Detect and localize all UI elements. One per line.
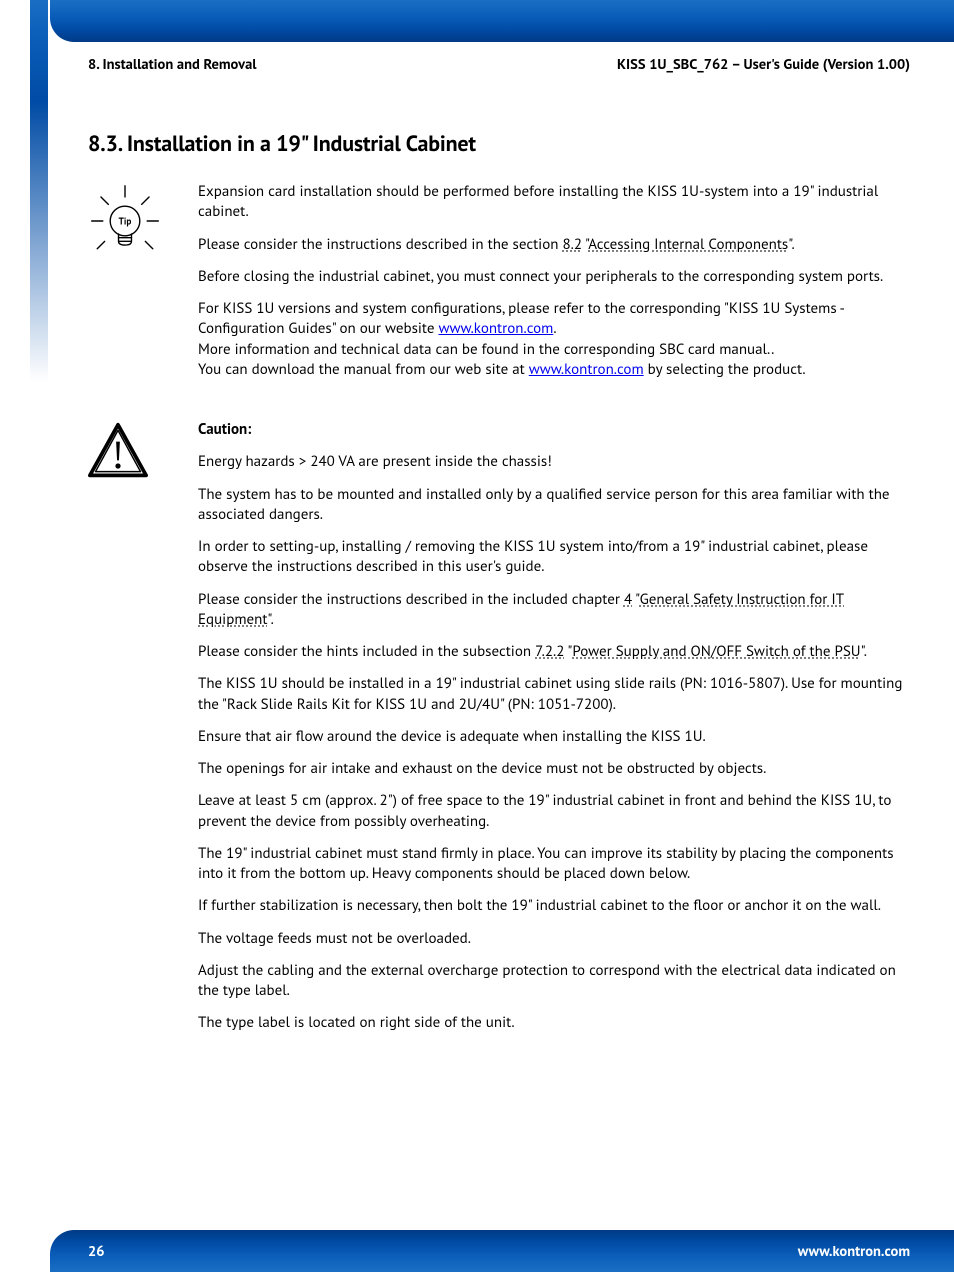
tip-p4c-post: by selecting the product. (644, 360, 806, 379)
bottom-footer-bar: 26 www.kontron.com (50, 1230, 954, 1272)
ref-8-2[interactable]: 8.2 (562, 235, 582, 254)
tip-block: Tip Expansion card installation should b… (88, 182, 910, 392)
caution-text: Caution: Energy hazards > 240 VA are pre… (198, 420, 910, 1046)
section-heading: 8.3. Installation in a 19" Industrial Ca… (88, 130, 910, 158)
tip-p2-pre: Please consider the instructions describ… (198, 235, 562, 254)
caution-p4-post: ". (267, 610, 273, 629)
footer-url: www.kontron.com (798, 1242, 910, 1261)
kontron-link-2[interactable]: www.kontron.com (529, 360, 644, 379)
caution-p14: The type label is located on right side … (198, 1013, 910, 1033)
caution-p4-pre: Please consider the instructions describ… (198, 590, 624, 609)
ref-7-2-2[interactable]: 7.2.2 (535, 642, 564, 661)
caution-p9: Leave at least 5 cm (approx. 2") of free… (198, 791, 910, 832)
caution-p10: The 19" industrial cabinet must stand fi… (198, 844, 910, 885)
tip-p4b: More information and technical data can … (198, 340, 774, 359)
tip-lightbulb-icon: Tip (88, 184, 162, 258)
ref-7-2-2-title[interactable]: Power Supply and ON/OFF Switch of the PS… (572, 642, 860, 661)
caution-p3: In order to setting-up, installing / rem… (198, 537, 910, 578)
caution-p13: Adjust the cabling and the external over… (198, 961, 910, 1002)
caution-p5-post: ". (861, 642, 867, 661)
caution-p7: Ensure that air flow around the device i… (198, 727, 910, 747)
caution-icon-col (88, 420, 174, 1046)
caution-p4: Please consider the instructions describ… (198, 590, 910, 631)
page-number: 26 (88, 1242, 104, 1261)
caution-p2: The system has to be mounted and install… (198, 485, 910, 526)
caution-title: Caution: (198, 420, 910, 440)
caution-p5-pre: Please consider the hints included in th… (198, 642, 535, 661)
tip-p4-post: . (553, 319, 556, 338)
caution-p5: Please consider the hints included in th… (198, 642, 910, 662)
tip-p1: Expansion card installation should be pe… (198, 182, 910, 223)
caution-p11: If further stabilization is necessary, t… (198, 896, 910, 916)
caution-warning-icon (88, 422, 148, 480)
page-content: 8.3. Installation in a 19" Industrial Ca… (88, 130, 910, 1074)
tip-p2-post: ". (788, 235, 794, 254)
caution-p1: Energy hazards > 240 VA are present insi… (198, 452, 910, 472)
caution-p4-mid: " (632, 590, 639, 609)
side-accent-strip (30, 0, 48, 1272)
top-header-bar (50, 0, 954, 42)
tip-icon-col: Tip (88, 182, 174, 392)
caution-p12: The voltage feeds must not be overloaded… (198, 929, 910, 949)
header-section-title: 8. Installation and Removal (88, 55, 257, 74)
kontron-link-1[interactable]: www.kontron.com (438, 319, 553, 338)
caution-p8: The openings for air intake and exhaust … (198, 759, 910, 779)
tip-label-text: Tip (119, 216, 132, 228)
ref-4[interactable]: 4 (624, 590, 632, 609)
tip-p4: For KISS 1U versions and system configur… (198, 299, 910, 380)
tip-p2: Please consider the instructions describ… (198, 235, 910, 255)
tip-text: Expansion card installation should be pe… (198, 182, 910, 392)
tip-p4c-pre: You can download the manual from our web… (198, 360, 529, 379)
caution-p6: The KISS 1U should be installed in a 19"… (198, 674, 910, 715)
tip-p3: Before closing the industrial cabinet, y… (198, 267, 910, 287)
header-doc-title: KISS 1U_SBC_762 – User's Guide (Version … (617, 55, 910, 74)
ref-8-2-title[interactable]: Accessing Internal Components (588, 235, 788, 254)
header-row: 8. Installation and Removal KISS 1U_SBC_… (88, 55, 910, 74)
caution-block: Caution: Energy hazards > 240 VA are pre… (88, 420, 910, 1046)
